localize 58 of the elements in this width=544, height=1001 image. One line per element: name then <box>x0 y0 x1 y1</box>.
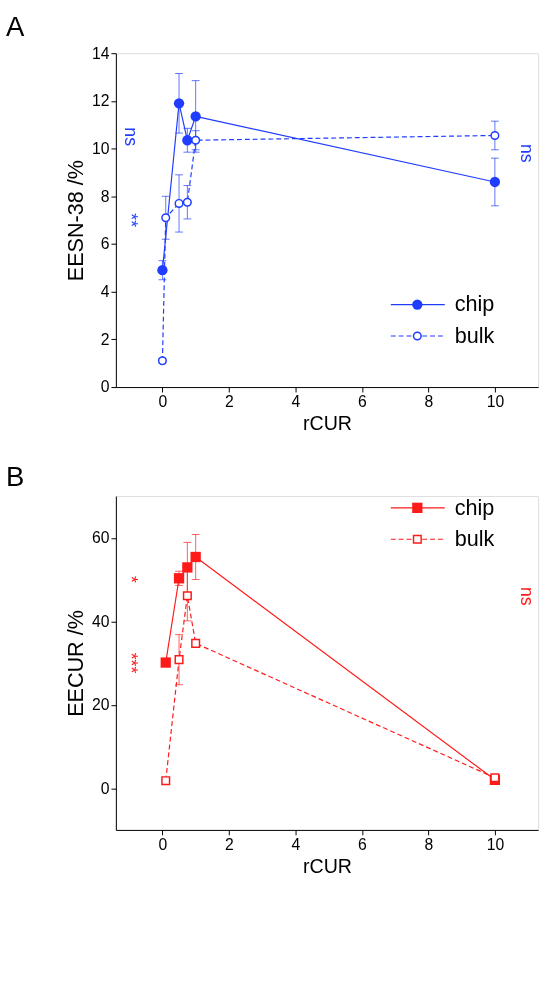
point <box>173 98 185 109</box>
point <box>182 591 192 601</box>
point <box>490 130 500 141</box>
x-tick-label: 10 <box>486 393 505 411</box>
point <box>190 551 201 563</box>
point <box>191 135 201 145</box>
annotation: *** <box>120 652 141 674</box>
legend-label: bulk <box>454 526 495 552</box>
y-tick-label: 10 <box>92 139 110 157</box>
point <box>182 197 192 207</box>
legend-label: chip <box>454 291 495 317</box>
legend-label: bulk <box>454 322 495 348</box>
point <box>161 776 171 786</box>
point <box>190 111 201 122</box>
annotation: ** <box>120 213 141 228</box>
x-tick-label: 8 <box>424 836 434 854</box>
y-axis-title: EECUR /% <box>63 610 89 717</box>
y-tick-label: 40 <box>92 612 110 630</box>
x-tick-label: 0 <box>158 393 168 411</box>
point <box>489 176 501 188</box>
x-tick-label: 8 <box>424 393 434 411</box>
y-tick-label: 8 <box>100 187 110 205</box>
legend-label: chip <box>454 494 495 520</box>
point <box>160 657 171 668</box>
y-tick-label: 20 <box>92 696 110 714</box>
annotation: ns <box>120 127 141 147</box>
y-tick-label: 14 <box>92 44 110 62</box>
point <box>182 562 193 573</box>
y-tick-label: 12 <box>92 92 110 110</box>
point <box>191 638 201 648</box>
x-tick-label: 4 <box>291 836 301 854</box>
y-tick-label: 0 <box>100 378 110 396</box>
annotation: ns <box>517 144 538 163</box>
x-tick-label: 10 <box>486 836 505 854</box>
point <box>174 655 184 665</box>
x-tick-label: 2 <box>225 393 234 411</box>
y-tick-label: 4 <box>100 283 110 301</box>
x-tick-label: 4 <box>291 393 301 411</box>
point <box>157 265 168 276</box>
y-tick-label: 0 <box>100 779 110 797</box>
x-tick-label: 0 <box>158 836 168 854</box>
annotation: ns <box>517 586 538 606</box>
y-tick-label: 60 <box>92 529 110 547</box>
x-tick-label: 6 <box>358 836 368 854</box>
x-axis-title: rCUR <box>302 411 353 434</box>
point <box>173 573 185 584</box>
x-axis-title: rCUR <box>302 854 353 877</box>
point <box>161 213 171 223</box>
annotation: * <box>120 576 141 584</box>
x-tick-label: 2 <box>225 836 234 854</box>
point <box>182 135 193 146</box>
x-tick-label: 6 <box>358 393 368 411</box>
chart-title: B <box>6 461 25 493</box>
point <box>174 198 184 208</box>
y-axis-title: EESN-38 /% <box>63 160 89 282</box>
chart-title: A <box>6 10 26 42</box>
y-tick-label: 6 <box>100 235 110 253</box>
y-tick-label: 2 <box>100 330 110 348</box>
